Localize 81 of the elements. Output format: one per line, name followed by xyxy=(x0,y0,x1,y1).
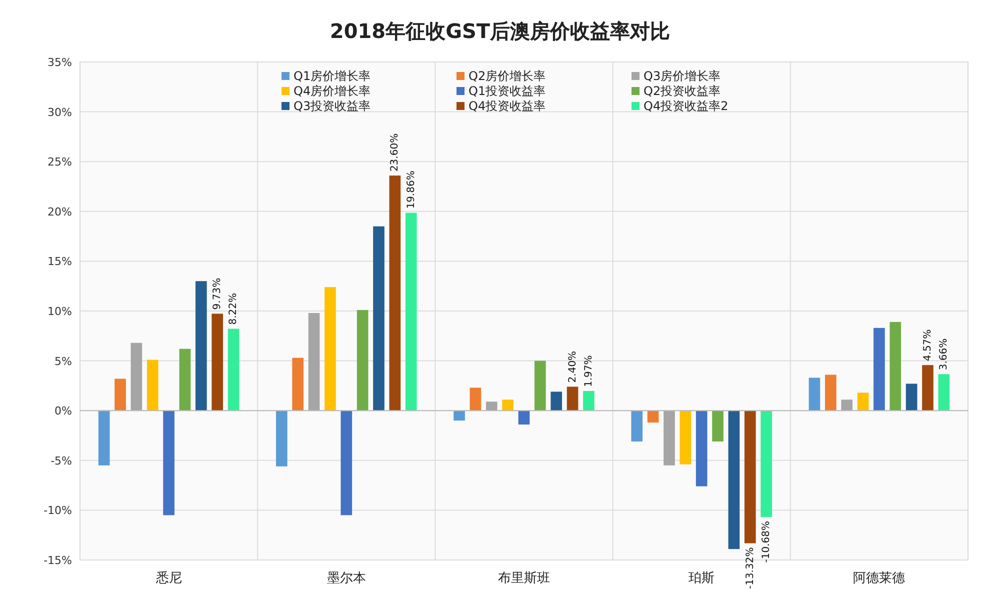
legend-label: Q3投资收益率 xyxy=(294,99,371,113)
bar xyxy=(566,386,578,411)
x-tick-label: 珀斯 xyxy=(688,571,715,586)
y-tick-label: 35% xyxy=(48,56,72,69)
x-tick-label: 悉尼 xyxy=(154,571,182,586)
data-label: 8.22% xyxy=(228,292,240,325)
y-tick-label: 25% xyxy=(48,156,72,169)
bar xyxy=(130,342,142,411)
data-label: 23.60% xyxy=(390,133,401,172)
bar xyxy=(114,378,126,411)
bar xyxy=(470,388,482,411)
bar xyxy=(389,176,401,411)
x-tick-label: 布里斯班 xyxy=(498,571,550,586)
bar xyxy=(486,402,498,411)
bar xyxy=(890,322,902,411)
data-label: 9.73% xyxy=(212,278,224,310)
bar xyxy=(631,410,643,442)
data-label: 2.40% xyxy=(567,350,578,383)
y-tick-label: 0% xyxy=(54,404,72,418)
bar xyxy=(196,281,207,411)
y-tick-label: -5% xyxy=(50,454,72,468)
legend-label: Q3房价增长率 xyxy=(644,69,721,83)
y-tick-label: -15% xyxy=(44,554,72,567)
bar xyxy=(179,348,191,411)
bar xyxy=(324,287,336,411)
chart-title: 2018年征收GST后澳房价收益率对比 xyxy=(330,19,670,43)
bar xyxy=(696,410,708,486)
bar xyxy=(906,384,918,411)
bar xyxy=(712,410,724,442)
bar xyxy=(518,410,530,425)
bar xyxy=(760,410,772,517)
bar xyxy=(228,328,240,411)
legend-label: Q4投资收益率2 xyxy=(644,99,728,113)
bar xyxy=(146,360,158,411)
bar xyxy=(373,226,384,411)
data-label: 4.57% xyxy=(922,329,934,362)
bar xyxy=(857,392,869,411)
bar xyxy=(340,410,352,516)
bar xyxy=(550,392,562,411)
bar xyxy=(680,410,692,464)
legend-label: Q2投资收益率 xyxy=(644,84,721,98)
bar xyxy=(212,314,224,411)
bar xyxy=(405,212,417,411)
bar xyxy=(308,312,320,411)
data-label: 1.97% xyxy=(583,355,594,387)
bar xyxy=(874,328,885,411)
y-tick-label: 10% xyxy=(48,305,72,318)
legend-label: Q1投资收益率 xyxy=(468,84,546,98)
legend-label: Q2房价增长率 xyxy=(468,69,546,83)
bar xyxy=(292,358,304,411)
bar xyxy=(744,410,756,544)
data-label: -13.32% xyxy=(744,547,756,590)
bar xyxy=(728,410,740,550)
bar xyxy=(583,390,594,411)
bar xyxy=(276,410,288,466)
y-tick-label: 15% xyxy=(48,255,72,268)
data-label: 3.66% xyxy=(938,338,950,370)
y-tick-label: 5% xyxy=(54,354,72,368)
y-tick-label: 30% xyxy=(48,106,72,119)
legend-label: Q1房价增长率 xyxy=(294,69,371,83)
x-tick-label: 阿德莱德 xyxy=(853,571,906,586)
bar xyxy=(841,400,852,411)
x-tick-label: 墨尔本 xyxy=(326,571,366,586)
bar xyxy=(534,360,546,411)
bar xyxy=(454,410,465,421)
data-label: 19.86% xyxy=(406,170,417,209)
bar xyxy=(664,410,675,466)
bar xyxy=(356,310,368,411)
legend-label: Q4投资收益率 xyxy=(468,99,546,113)
bar xyxy=(922,365,934,411)
bar xyxy=(502,400,514,411)
bar xyxy=(98,410,110,466)
y-tick-label: 20% xyxy=(48,205,72,218)
data-label: -10.68% xyxy=(761,520,772,563)
bar xyxy=(647,410,659,423)
bar xyxy=(163,410,174,516)
legend-label: Q4房价增长率 xyxy=(294,84,371,98)
bar xyxy=(938,374,950,411)
bar xyxy=(824,374,836,411)
y-tick-label: -10% xyxy=(44,504,72,518)
bar xyxy=(808,378,820,411)
